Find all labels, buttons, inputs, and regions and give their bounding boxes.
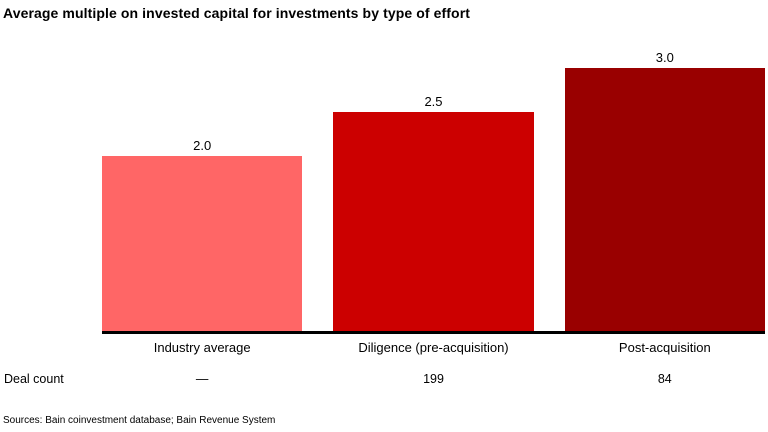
bar-column: 2.5: [333, 94, 534, 331]
bar-value-label: 2.0: [193, 138, 212, 153]
category-label: Diligence (pre-acquisition): [358, 340, 509, 355]
source-note: Sources: Bain coinvestment database; Bai…: [3, 415, 276, 426]
bar-column: 3.0: [564, 50, 765, 331]
plot-area: 2.0 2.5 3.0: [102, 51, 765, 331]
deal-count-row-label: Deal count: [4, 372, 64, 386]
deal-count-value: 199: [423, 372, 444, 386]
category-axis-labels: Industry average Diligence (pre-acquisiti…: [102, 340, 765, 355]
deal-count-value: —: [195, 372, 209, 386]
bar-value-label: 2.5: [424, 94, 443, 109]
deal-count-values-row: — 199 84: [102, 372, 765, 386]
x-axis-line: [102, 331, 765, 334]
deal-count-value: 84: [657, 372, 672, 386]
bar-column: 2.0: [102, 138, 303, 331]
bar: [333, 112, 534, 331]
bar: [102, 156, 303, 331]
category-label: Post-acquisition: [618, 340, 711, 355]
bar: [564, 68, 765, 331]
bar-value-label: 3.0: [655, 50, 674, 65]
category-label: Industry average: [153, 340, 251, 355]
chart-title: Average multiple on invested capital for…: [3, 5, 471, 21]
